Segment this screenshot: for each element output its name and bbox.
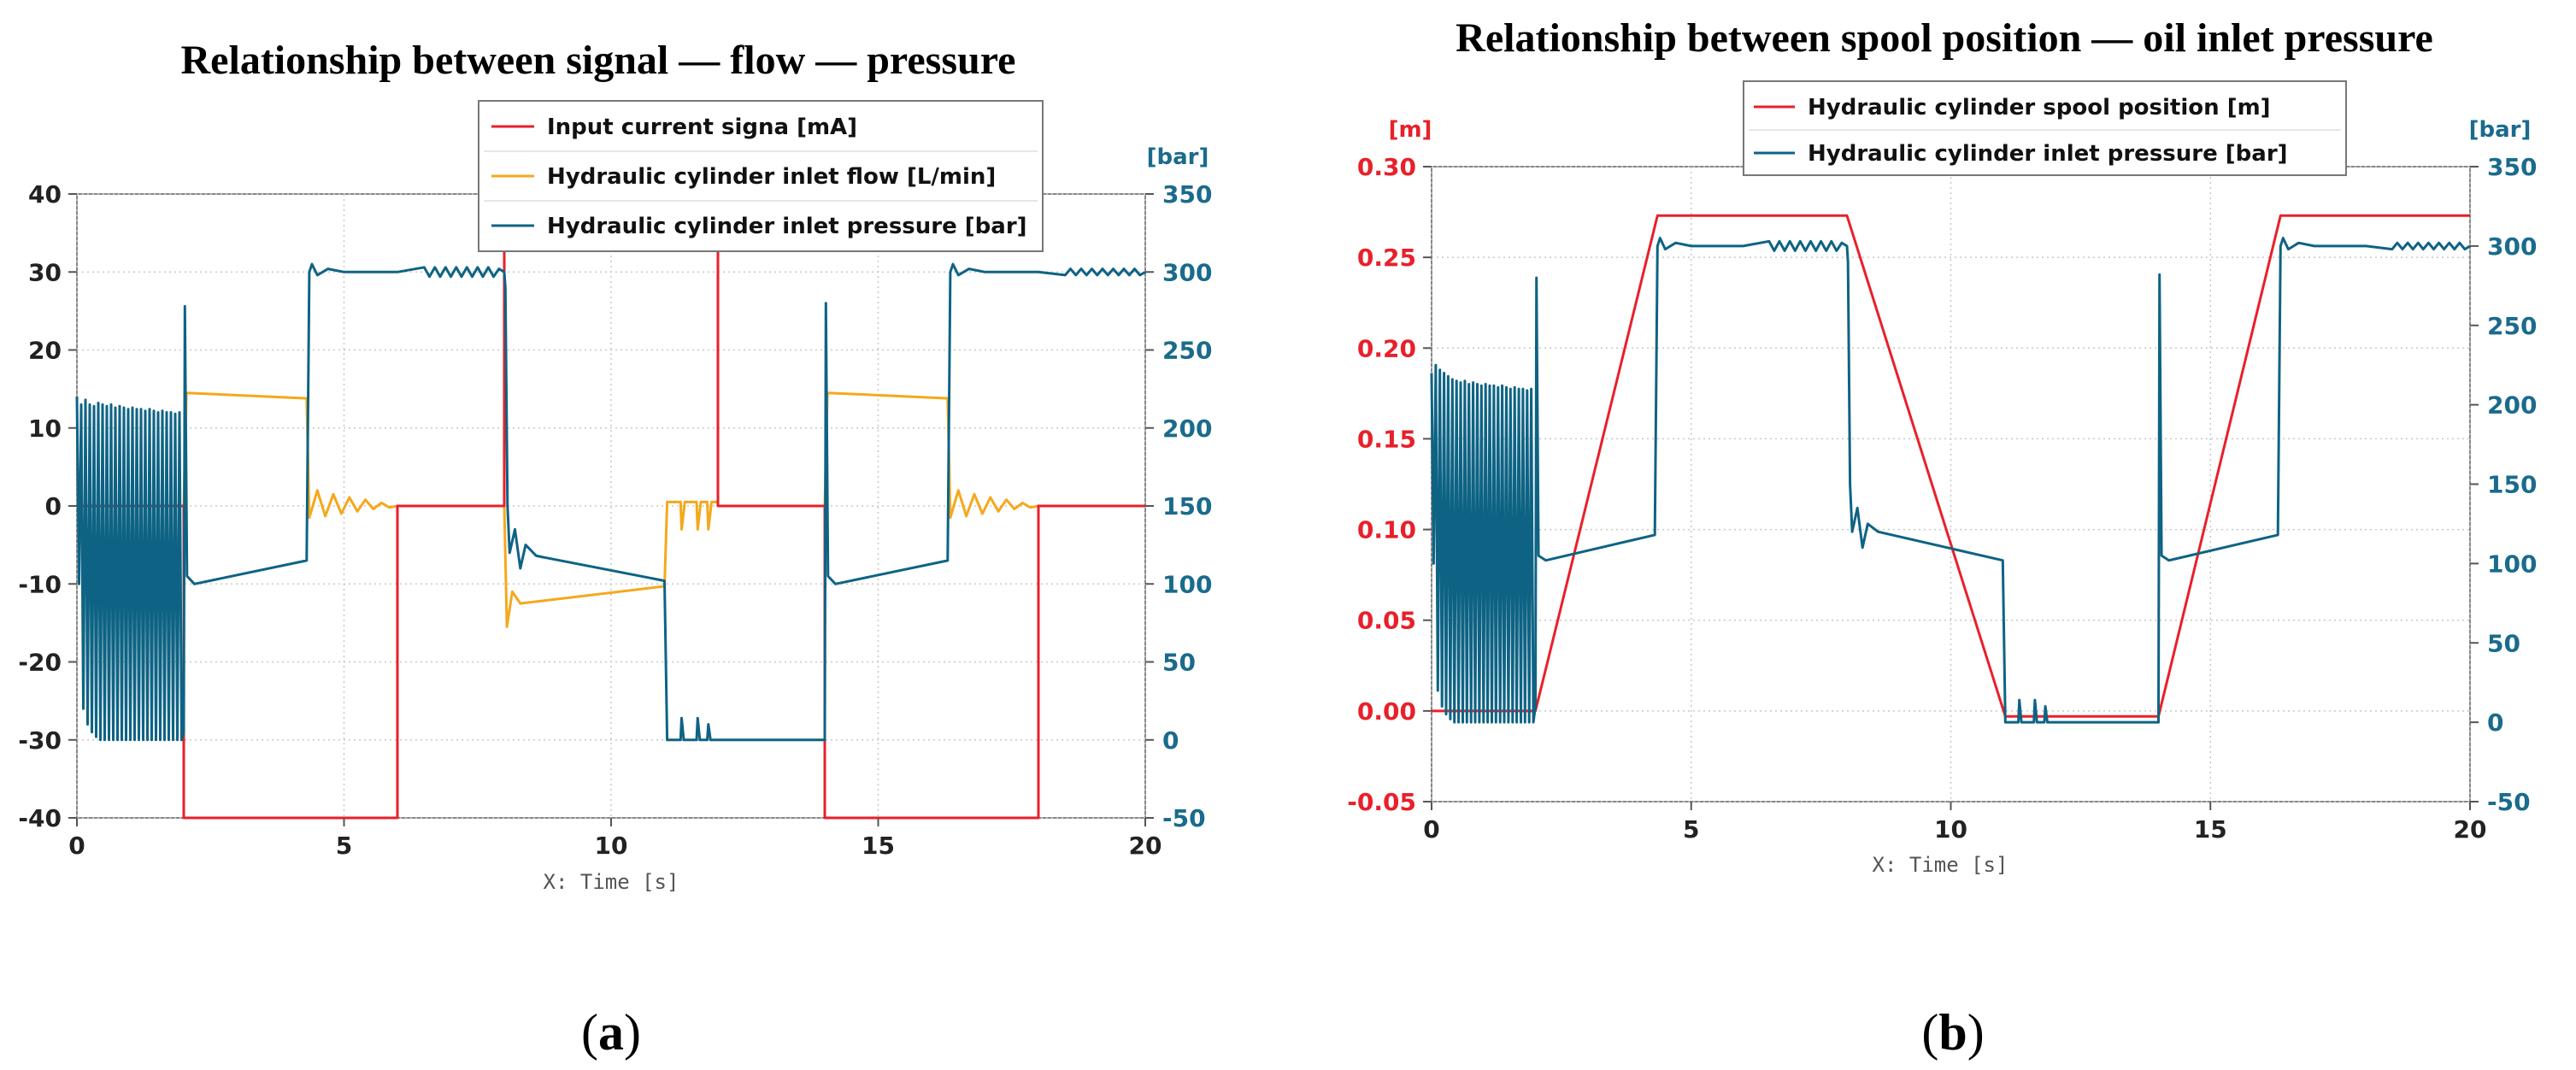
x-tick-label: 20 [2454, 815, 2487, 844]
x-tick-label: 10 [1934, 815, 1967, 844]
y-left-tick-label: 20 [28, 337, 62, 365]
chart-b-left-unit: [m] [1389, 117, 1432, 143]
panel-label-a: (a) [581, 1004, 641, 1061]
x-tick-label: 5 [336, 832, 352, 860]
y-right-tick-label: 100 [2487, 550, 2537, 578]
legend-label: Hydraulic cylinder inlet pressure [bar] [547, 214, 1027, 239]
y-left-tick-label: 10 [28, 414, 62, 443]
y-right-tick-label: 50 [1162, 649, 1196, 677]
x-tick-label: 5 [1683, 815, 1699, 844]
y-right-tick-label: 250 [2487, 312, 2537, 340]
chart-b-ticks: 0 5 10 15 20 0.30 0.25 0.20 0.15 0.10 0.05 0.00 -0.0… [1347, 153, 2537, 844]
chart-b-grid [1431, 166, 2471, 802]
chart-a: Relationship between signal — flow — pre… [18, 38, 1212, 1061]
y-right-tick-label: 0 [2487, 708, 2503, 737]
y-left-tick-label: -0.05 [1347, 788, 1416, 816]
y-left-tick-label: 0.15 [1357, 425, 1416, 453]
series-line-teal [1430, 237, 2471, 724]
chart-a-xlabel: X: Time [s] [544, 870, 679, 894]
y-left-tick-label: 0.20 [1357, 334, 1416, 362]
x-tick-label: 20 [1129, 832, 1162, 860]
y-left-tick-label: -20 [18, 649, 62, 677]
y-right-tick-label: 350 [1162, 180, 1212, 209]
y-left-tick-label: 0.00 [1357, 697, 1416, 726]
x-tick-label: 0 [1423, 815, 1439, 844]
y-left-tick-label: 0.25 [1357, 244, 1416, 272]
y-left-tick-label: 40 [28, 180, 62, 209]
x-tick-label: 10 [595, 832, 628, 860]
panel-label-b: (b) [1921, 1004, 1984, 1061]
chart-b-title: Relationship between spool position — oi… [1456, 15, 2433, 61]
y-left-tick-label: 0.30 [1357, 153, 1416, 181]
chart-a-right-unit: [bar] [1147, 144, 1209, 170]
y-right-tick-label: 300 [1162, 258, 1212, 286]
y-right-tick-label: 350 [2487, 153, 2537, 181]
chart-b-legend: Hydraulic cylinder spool position [m] Hyd… [1743, 80, 2347, 176]
y-right-tick-label: -50 [1162, 804, 1206, 832]
y-right-tick-label: 200 [1162, 414, 1212, 443]
y-right-tick-label: 100 [1162, 570, 1212, 598]
y-right-tick-label: 250 [1162, 337, 1212, 365]
series-line-red [1432, 214, 2470, 718]
y-left-tick-label: 0.05 [1357, 607, 1416, 635]
series-line-orange [77, 391, 1145, 628]
legend-label: Hydraulic cylinder inlet pressure [bar] [1808, 141, 2288, 167]
legend-label: Hydraulic cylinder inlet flow [L/min] [547, 164, 996, 190]
y-left-tick-label: 0 [45, 492, 62, 520]
chart-b-xlabel: X: Time [s] [1873, 853, 2008, 877]
x-tick-label: 0 [68, 832, 85, 860]
chart-b-series [1430, 214, 2471, 724]
series-line-teal [75, 262, 1146, 742]
y-right-tick-label: 50 [2487, 629, 2520, 657]
y-left-tick-label: -10 [18, 570, 62, 598]
y-left-tick-label: 0.10 [1357, 516, 1416, 544]
y-left-tick-label: -30 [18, 726, 62, 755]
x-tick-label: 15 [862, 832, 895, 860]
legend-label: Hydraulic cylinder spool position [m] [1808, 95, 2271, 121]
chart-a-title: Relationship between signal — flow — pre… [181, 38, 1016, 83]
chart-b-right-unit: [bar] [2469, 117, 2532, 143]
y-right-tick-label: 0 [1162, 726, 1179, 755]
y-left-tick-label: 30 [28, 258, 62, 286]
y-right-tick-label: 150 [1162, 492, 1212, 520]
chart-b: Relationship between spool position — oi… [1347, 15, 2537, 1061]
chart-a-legend: Input current signa [mA] Hydraulic cylind… [478, 100, 1044, 252]
y-right-tick-label: 150 [2487, 471, 2537, 499]
y-left-tick-label: -40 [18, 804, 62, 832]
y-right-tick-label: 300 [2487, 232, 2537, 261]
y-right-tick-label: 200 [2487, 391, 2537, 420]
chart-a-ticks: 0 5 10 15 20403020100-10-20-30-4035030025020… [18, 180, 1212, 860]
x-tick-label: 15 [2194, 815, 2227, 844]
y-right-tick-label: -50 [2487, 788, 2531, 816]
legend-label: Input current signa [mA] [547, 115, 857, 140]
